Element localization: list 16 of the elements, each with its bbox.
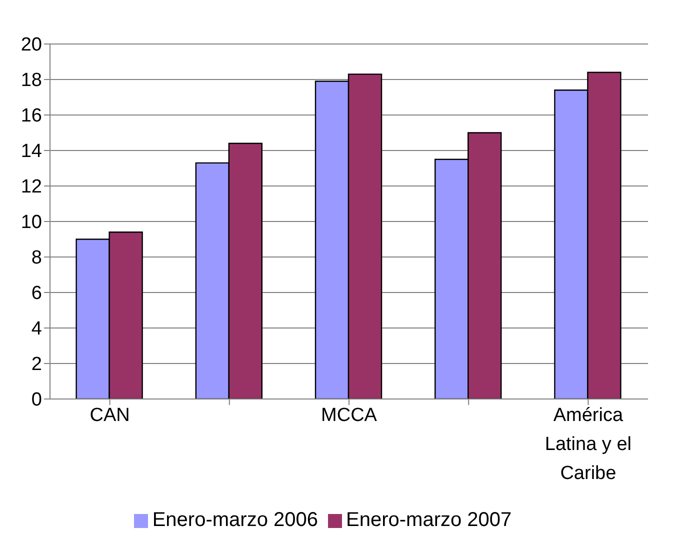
- y-tick-label: 20: [20, 34, 42, 56]
- y-tick-label: 16: [20, 106, 42, 127]
- y-tick-label: 10: [20, 212, 42, 234]
- legend-label: Enero-marzo 2006: [152, 509, 318, 531]
- x-tick-label: MCCA: [321, 405, 378, 426]
- y-tick-label: 0: [31, 390, 42, 411]
- y-tick-label: 8: [31, 248, 42, 269]
- x-tick-label: América Latina y el Caribe: [544, 405, 632, 484]
- y-tick-label: 4: [31, 318, 42, 340]
- y-tick-label: 6: [31, 283, 42, 304]
- x-tick-label: CAN: [90, 405, 130, 426]
- y-tick-label: 12: [20, 176, 42, 198]
- y-tick-label: 18: [20, 70, 42, 92]
- y-tick-label: 14: [20, 141, 42, 162]
- y-tick-label: 2: [31, 354, 42, 376]
- legend-label: Enero-marzo 2007: [346, 509, 512, 531]
